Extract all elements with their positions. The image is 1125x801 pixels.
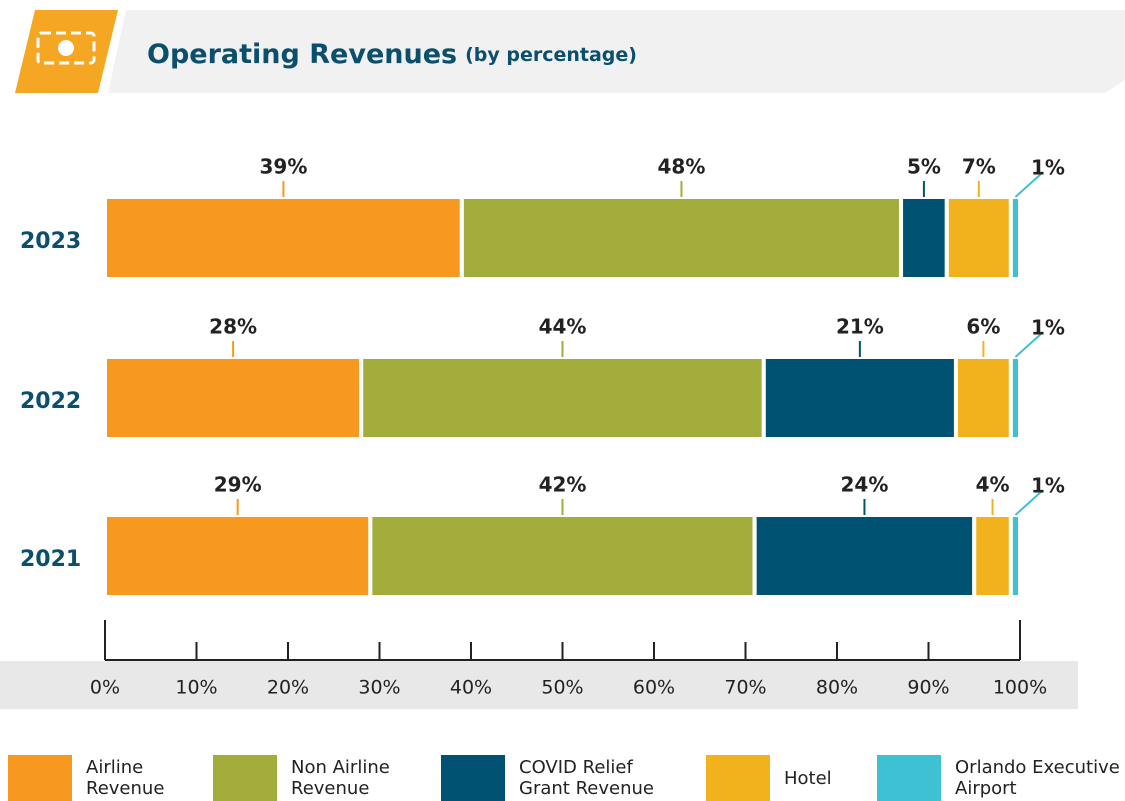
value-label: 6% bbox=[966, 315, 1000, 339]
header-band bbox=[108, 10, 1125, 93]
bar-segment bbox=[899, 195, 949, 281]
legend-label: Hotel bbox=[784, 767, 832, 789]
x-tick-label: 0% bbox=[90, 677, 120, 699]
value-label: 29% bbox=[214, 473, 262, 497]
bar-segment bbox=[953, 355, 1013, 441]
subtitle-text: (by percentage) bbox=[465, 44, 637, 66]
category-label: 2023 bbox=[20, 229, 81, 254]
icon-bill bbox=[36, 31, 96, 65]
legend-swatch bbox=[706, 755, 770, 801]
legend-swatch bbox=[8, 755, 72, 801]
value-label: 4% bbox=[976, 473, 1010, 497]
bar-segment bbox=[368, 513, 757, 599]
value-label: 48% bbox=[658, 155, 706, 179]
value-label: 5% bbox=[907, 155, 941, 179]
label-leader bbox=[1014, 172, 1043, 198]
legend-swatch bbox=[213, 755, 277, 801]
x-tick-label: 80% bbox=[816, 677, 858, 699]
legend-label: Orlando Executive Airport bbox=[955, 757, 1120, 799]
legend-item: Non Airline Revenue bbox=[213, 755, 411, 801]
legend-item: COVID Relief Grant Revenue bbox=[441, 755, 669, 801]
legend-swatch bbox=[877, 755, 941, 801]
x-tick-label: 90% bbox=[907, 677, 949, 699]
value-label: 21% bbox=[836, 315, 884, 339]
label-leader bbox=[1014, 490, 1043, 516]
value-label: 28% bbox=[209, 315, 257, 339]
value-label: 44% bbox=[539, 315, 587, 339]
bar-segment bbox=[103, 195, 464, 281]
bar-segment bbox=[103, 355, 364, 441]
bar-segment bbox=[1008, 355, 1022, 441]
bar-segment bbox=[359, 355, 766, 441]
bar-segment bbox=[752, 513, 977, 599]
category-label: 2021 bbox=[20, 547, 81, 572]
x-tick-label: 60% bbox=[633, 677, 675, 699]
value-label: 1% bbox=[1031, 474, 1065, 498]
chart-title: Operating Revenues (by percentage) bbox=[147, 39, 637, 70]
x-tick-label: 40% bbox=[450, 677, 492, 699]
label-leader bbox=[1014, 332, 1043, 358]
value-label: 1% bbox=[1031, 316, 1065, 340]
bar-segment bbox=[459, 195, 904, 281]
x-tick-label: 50% bbox=[541, 677, 583, 699]
bar-segment bbox=[1008, 513, 1022, 599]
legend-item: Hotel bbox=[706, 755, 854, 801]
x-tick-label: 20% bbox=[267, 677, 309, 699]
bar-segment bbox=[103, 513, 373, 599]
title-text: Operating Revenues bbox=[147, 39, 457, 70]
legend-item: Airline Revenue bbox=[8, 755, 176, 801]
value-label: 7% bbox=[962, 155, 996, 179]
icon-coin bbox=[58, 40, 74, 56]
bar-segment bbox=[944, 195, 1013, 281]
value-label: 24% bbox=[841, 473, 889, 497]
value-label: 1% bbox=[1031, 156, 1065, 180]
bar-segment bbox=[761, 355, 958, 441]
legend-item: Orlando Executive Airport bbox=[877, 755, 1125, 801]
value-label: 39% bbox=[259, 155, 307, 179]
x-tick-label: 30% bbox=[358, 677, 400, 699]
legend-label: COVID Relief Grant Revenue bbox=[519, 757, 654, 799]
x-tick-label: 70% bbox=[724, 677, 766, 699]
legend-label: Non Airline Revenue bbox=[291, 757, 390, 799]
category-label: 2022 bbox=[20, 389, 81, 414]
x-tick-label: 10% bbox=[175, 677, 217, 699]
axis-band bbox=[0, 661, 1078, 709]
legend-label: Airline Revenue bbox=[86, 757, 165, 799]
value-label: 42% bbox=[539, 473, 587, 497]
bar-segment bbox=[972, 513, 1013, 599]
legend-swatch bbox=[441, 755, 505, 801]
bar-segment bbox=[1008, 195, 1022, 281]
x-tick-label: 100% bbox=[993, 677, 1047, 699]
